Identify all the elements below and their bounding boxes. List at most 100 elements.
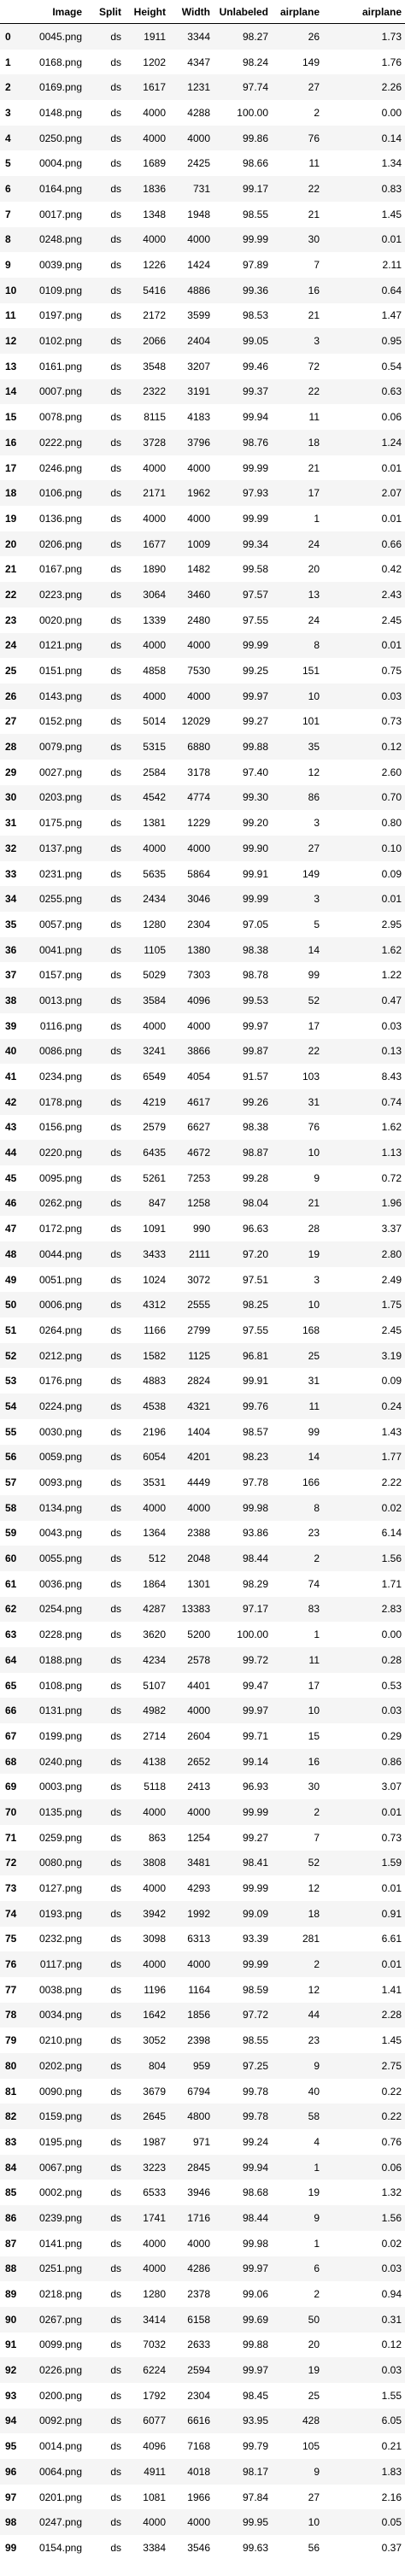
split-cell: ds	[110, 1705, 121, 1717]
height-cell: 4000	[143, 1882, 166, 1895]
height-cell: 3241	[143, 1045, 166, 1058]
airplane-percent-cell: 0.28	[381, 1653, 402, 1666]
row-index: 4	[5, 132, 11, 144]
airplane-count-cell: 149	[302, 56, 320, 68]
airplane-percent-cell: 0.09	[381, 867, 402, 880]
row-index: 13	[5, 360, 17, 373]
unlabeled-cell: 99.27	[242, 1831, 268, 1844]
table-row: 77 0038.png ds 1196 1164 98.59 12 1.41	[0, 1976, 405, 2003]
split-cell: ds	[110, 1121, 121, 1134]
split-cell: ds	[110, 106, 121, 119]
airplane-percent-cell: 0.80	[381, 817, 402, 830]
table-row: 21 0167.png ds 1890 1482 99.58 20 0.42	[0, 556, 405, 583]
width-cell: 1254	[187, 1831, 210, 1844]
image-cell: 0036.png	[38, 1577, 82, 1590]
airplane-count-cell: 20	[308, 563, 320, 576]
table-row: 76 0117.png ds 4000 4000 99.99 2 0.01	[0, 1951, 405, 1977]
row-index: 82	[5, 2110, 17, 2123]
row-index: 99	[5, 2541, 17, 2554]
airplane-percent-cell: 0.75	[381, 665, 402, 678]
airplane-count-cell: 21	[308, 309, 320, 322]
image-cell: 0203.png	[38, 791, 82, 804]
image-cell: 0231.png	[38, 867, 82, 880]
airplane-count-cell: 2	[314, 106, 320, 119]
image-cell: 0136.png	[38, 512, 82, 525]
width-cell: 6158	[187, 2313, 210, 2326]
split-cell: ds	[110, 918, 121, 930]
row-index: 18	[5, 487, 17, 500]
split-cell: ds	[110, 715, 121, 728]
width-cell: 1992	[187, 1907, 210, 1920]
unlabeled-cell: 99.99	[242, 639, 268, 652]
unlabeled-cell: 99.79	[242, 2440, 268, 2453]
airplane-percent-cell: 0.29	[381, 1729, 402, 1742]
unlabeled-cell: 97.72	[242, 2009, 268, 2021]
image-cell: 0006.png	[38, 1299, 82, 1311]
width-cell: 1966	[187, 2491, 210, 2503]
split-cell: ds	[110, 411, 121, 424]
height-cell: 1226	[143, 259, 166, 272]
unlabeled-cell: 93.86	[242, 1527, 268, 1540]
airplane-count-cell: 20	[308, 2338, 320, 2351]
table-row: 89 0218.png ds 1280 2378 99.06 2 0.94	[0, 2281, 405, 2307]
split-cell: ds	[110, 1729, 121, 1742]
table-row: 11 0197.png ds 2172 3599 98.53 21 1.47	[0, 302, 405, 329]
row-index: 72	[5, 1857, 17, 1869]
table-row: 97 0201.png ds 1081 1966 97.84 27 2.16	[0, 2484, 405, 2510]
width-cell: 4347	[187, 56, 210, 68]
width-cell: 2845	[187, 2161, 210, 2174]
split-cell: ds	[110, 1476, 121, 1489]
table-row: 60 0055.png ds 512 2048 98.44 2 1.56	[0, 1546, 405, 1571]
image-cell: 0239.png	[38, 2211, 82, 2224]
image-cell: 0161.png	[38, 360, 82, 373]
split-cell: ds	[110, 943, 121, 956]
image-cell: 0064.png	[38, 2465, 82, 2478]
unlabeled-cell: 98.78	[242, 969, 268, 982]
airplane-percent-cell: 1.43	[381, 1425, 402, 1438]
table-row: 71 0259.png ds 863 1254 99.27 7 0.73	[0, 1824, 405, 1851]
airplane-count-cell: 52	[308, 1857, 320, 1869]
width-cell: 4000	[187, 512, 210, 525]
height-cell: 4000	[143, 512, 166, 525]
width-cell: 3599	[187, 309, 210, 322]
height-cell: 804	[148, 2059, 166, 2072]
image-cell: 0027.png	[38, 766, 82, 778]
airplane-percent-cell: 2.28	[381, 2009, 402, 2021]
width-cell: 2633	[187, 2338, 210, 2351]
table-row: 73 0127.png ds 4000 4293 99.99 12 0.01	[0, 1875, 405, 1901]
unlabeled-cell: 99.99	[242, 1882, 268, 1895]
split-cell: ds	[110, 1527, 121, 1540]
width-cell: 4800	[187, 2110, 210, 2123]
airplane-percent-cell: 1.83	[381, 2465, 402, 2478]
image-cell: 0121.png	[38, 639, 82, 652]
image-cell: 0193.png	[38, 1907, 82, 1920]
width-cell: 2304	[187, 918, 210, 930]
airplane-count-cell: 26	[308, 30, 320, 43]
unlabeled-cell: 97.57	[242, 588, 268, 601]
split-cell: ds	[110, 867, 121, 880]
airplane-percent-cell: 0.01	[381, 233, 402, 246]
airplane-count-cell: 83	[308, 1603, 320, 1616]
unlabeled-cell: 99.88	[242, 741, 268, 754]
table-row: 68 0240.png ds 4138 2652 99.14 16 0.86	[0, 1748, 405, 1775]
row-index: 52	[5, 1349, 17, 1362]
table-row: 38 0013.png ds 3584 4096 99.53 52 0.47	[0, 988, 405, 1013]
table-row: 43 0156.png ds 2579 6627 98.38 76 1.62	[0, 1114, 405, 1141]
height-cell: 4219	[143, 1095, 166, 1108]
image-cell: 0220.png	[38, 1147, 82, 1159]
airplane-count-cell: 1	[314, 2161, 320, 2174]
width-cell: 4000	[187, 689, 210, 702]
airplane-percent-cell: 0.13	[381, 1045, 402, 1058]
airplane-count-cell: 11	[308, 411, 320, 424]
airplane-percent-cell: 0.03	[381, 1705, 402, 1717]
unlabeled-cell: 99.24	[242, 2135, 268, 2148]
split-cell: ds	[110, 1375, 121, 1388]
unlabeled-cell: 98.24	[242, 56, 268, 68]
airplane-count-cell: 22	[308, 1045, 320, 1058]
width-cell: 4286	[187, 2262, 210, 2275]
row-index: 41	[5, 1071, 17, 1083]
row-index: 27	[5, 715, 17, 728]
unlabeled-cell: 99.95	[242, 2516, 268, 2529]
table-row: 49 0051.png ds 1024 3072 97.51 3 2.49	[0, 1266, 405, 1293]
split-cell: ds	[110, 665, 121, 678]
